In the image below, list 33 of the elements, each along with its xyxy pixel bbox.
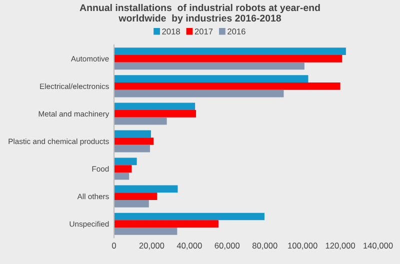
bar <box>114 172 130 180</box>
x-tick-label: 20,000 <box>139 242 164 250</box>
bar <box>114 62 304 70</box>
bar <box>114 117 167 125</box>
bar <box>114 212 264 220</box>
chart-title: Annual installations of industrial robots at year-end worldwide by industries 2016-2018 <box>80 4 320 24</box>
x-tick-label: 40,000 <box>176 242 202 250</box>
bar <box>114 165 132 172</box>
bar <box>114 102 196 110</box>
legend-label: 2017 <box>194 28 213 34</box>
legend-label: 2018 <box>162 28 180 34</box>
bar <box>114 110 196 118</box>
x-tick-label: 100,000 <box>288 242 318 250</box>
legend-label: 2016 <box>228 28 246 34</box>
bar <box>114 75 308 83</box>
bar <box>114 228 178 235</box>
bar <box>114 144 150 152</box>
x-tick-label: 120,000 <box>326 242 356 250</box>
bar <box>114 90 284 98</box>
x-tick-label: 140,000 <box>364 242 393 250</box>
x-tick-label: 80,000 <box>252 242 278 250</box>
bar <box>114 200 149 208</box>
bar <box>114 54 342 62</box>
x-tick-label: 0 <box>112 242 116 249</box>
bar <box>114 192 158 200</box>
bar <box>114 220 218 228</box>
bar <box>114 158 137 166</box>
bar <box>114 48 346 55</box>
bar <box>114 82 340 90</box>
bar <box>114 185 178 193</box>
x-tick-label: 60,000 <box>214 242 240 250</box>
bar <box>114 138 154 145</box>
bar <box>114 130 151 138</box>
